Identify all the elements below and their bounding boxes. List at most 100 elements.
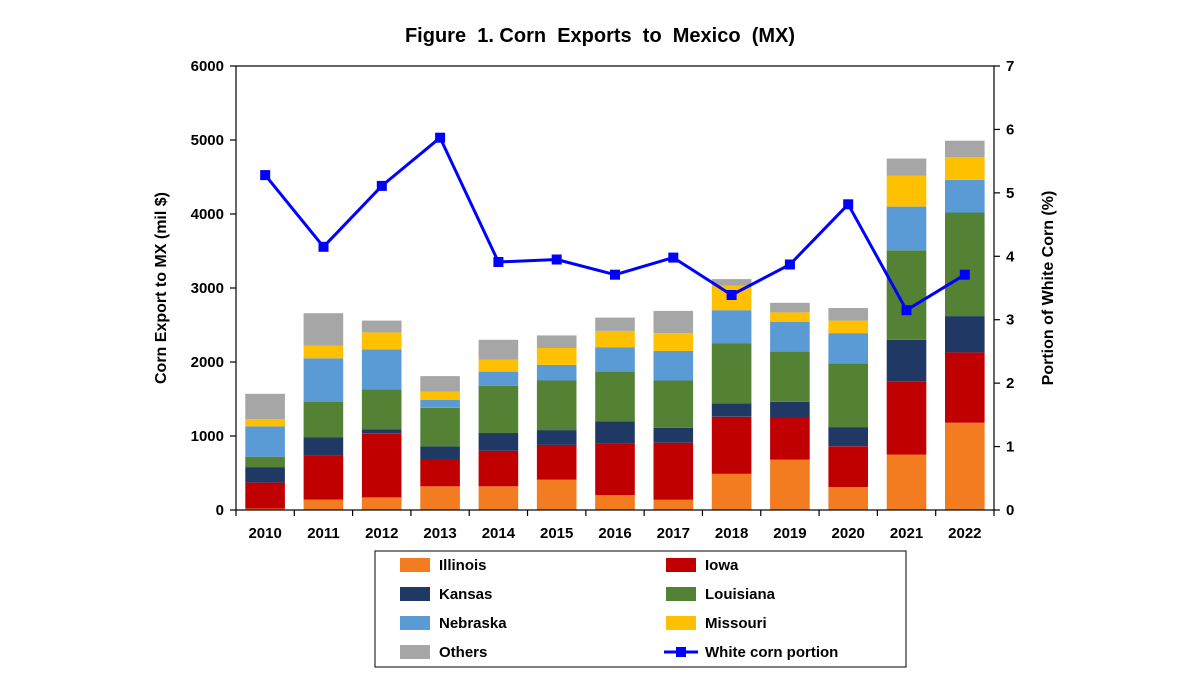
bar-nebraska-2017 — [653, 350, 694, 381]
legend-label-kansas: Kansas — [439, 586, 492, 603]
y-tick-label-5000: 5000 — [191, 132, 224, 149]
bar-others-2010 — [245, 393, 285, 419]
bar-missouri-2010 — [245, 419, 285, 427]
bar-missouri-2019 — [770, 312, 810, 322]
bar-kansas-2014 — [478, 433, 519, 451]
legend-label-iowa: Iowa — [705, 557, 739, 574]
legend-swatch-missouri — [666, 616, 696, 630]
x-tick-label-2019: 2019 — [773, 525, 806, 542]
bar-nebraska-2011 — [303, 358, 344, 402]
bar-missouri-2011 — [303, 345, 344, 359]
bar-kansas-2011 — [303, 437, 344, 456]
bar-illinois-2021 — [886, 454, 927, 510]
bar-iowa-2021 — [886, 381, 927, 455]
white-corn-portion-line — [264, 136, 966, 312]
bar-louisiana-2010 — [245, 456, 285, 468]
white-corn-marker-2015 — [551, 254, 562, 265]
bar-iowa-2014 — [478, 450, 519, 487]
x-tick-label-2022: 2022 — [948, 525, 981, 542]
white-corn-marker-2011 — [318, 241, 329, 252]
y2-tick-label-5: 5 — [1006, 185, 1014, 202]
bar-iowa-2017 — [653, 442, 694, 500]
bar-missouri-2022 — [945, 157, 985, 180]
white-corn-marker-2022 — [959, 269, 970, 280]
bar-kansas-2016 — [595, 421, 635, 444]
bar-kansas-2017 — [653, 427, 694, 443]
bar-iowa-2020 — [828, 446, 868, 488]
bar-others-2018 — [711, 279, 752, 286]
bar-missouri-2012 — [361, 332, 402, 350]
white-corn-marker-2018 — [726, 290, 737, 300]
bar-kansas-2015 — [536, 430, 577, 445]
legend-box — [374, 550, 907, 668]
bar-illinois-2010 — [245, 508, 285, 510]
white-corn-marker-2020 — [843, 199, 854, 210]
bar-kansas-2020 — [828, 427, 868, 447]
bar-kansas-2013 — [420, 446, 460, 459]
legend-label-others: Others — [439, 644, 487, 661]
y2-tick-label-2: 2 — [1006, 375, 1014, 392]
y-tick-label-2000: 2000 — [191, 354, 224, 371]
bar-nebraska-2013 — [420, 399, 460, 408]
x-tick-label-2012: 2012 — [365, 525, 398, 542]
y-tick-label-3000: 3000 — [191, 280, 224, 297]
x-tick-label-2021: 2021 — [890, 525, 923, 542]
bar-others-2014 — [478, 339, 519, 360]
bar-louisiana-2019 — [770, 351, 810, 402]
y-axis-label: Corn Export to MX (mil $) — [153, 192, 170, 384]
x-tick-label-2018: 2018 — [715, 525, 748, 542]
white-corn-marker-2012 — [376, 180, 387, 191]
bar-missouri-2017 — [653, 333, 694, 351]
legend-swatch-louisiana — [666, 587, 696, 601]
bar-illinois-2015 — [536, 479, 577, 510]
bar-louisiana-2012 — [361, 389, 402, 430]
legend-swatch-illinois — [400, 558, 430, 572]
bar-illinois-2013 — [420, 486, 460, 510]
bar-nebraska-2014 — [478, 371, 519, 386]
white-corn-marker-2014 — [493, 257, 504, 267]
bar-others-2013 — [420, 376, 460, 392]
bar-nebraska-2022 — [945, 180, 985, 213]
x-tick-label-2014: 2014 — [482, 525, 516, 542]
bar-illinois-2019 — [770, 459, 810, 510]
bar-kansas-2018 — [711, 403, 752, 417]
bar-nebraska-2018 — [711, 310, 752, 344]
bar-others-2021 — [886, 158, 927, 176]
y2-tick-label-7: 7 — [1006, 58, 1014, 75]
bar-louisiana-2017 — [653, 380, 694, 428]
bar-illinois-2018 — [711, 473, 752, 510]
bar-nebraska-2010 — [245, 426, 285, 457]
legend-swatch-others — [400, 645, 430, 659]
bar-kansas-2022 — [945, 316, 985, 353]
legend-label-nebraska: Nebraska — [439, 615, 507, 632]
bar-iowa-2019 — [770, 417, 810, 460]
bar-iowa-2022 — [945, 352, 985, 423]
bar-iowa-2010 — [245, 482, 285, 509]
bar-others-2011 — [303, 313, 344, 346]
bar-others-2012 — [361, 320, 402, 333]
bar-louisiana-2011 — [303, 402, 344, 438]
y-tick-label-4000: 4000 — [191, 206, 224, 223]
bar-illinois-2016 — [595, 495, 635, 510]
y2-tick-label-6: 6 — [1006, 121, 1014, 138]
bar-louisiana-2014 — [478, 385, 519, 434]
bar-illinois-2014 — [478, 486, 519, 510]
x-tick-label-2013: 2013 — [423, 525, 456, 542]
y2-axis-label: Portion of White Corn (%) — [1040, 191, 1057, 386]
bar-missouri-2020 — [828, 320, 868, 334]
bar-illinois-2012 — [361, 497, 402, 510]
legend-swatch-nebraska — [400, 616, 430, 630]
bar-louisiana-2013 — [420, 407, 460, 447]
bar-illinois-2017 — [653, 499, 694, 510]
bar-nebraska-2015 — [536, 365, 577, 381]
bar-missouri-2021 — [886, 175, 927, 207]
x-tick-label-2010: 2010 — [248, 525, 281, 542]
y-tick-label-6000: 6000 — [191, 58, 224, 75]
bar-louisiana-2020 — [828, 363, 868, 428]
y-tick-label-0: 0 — [216, 502, 224, 519]
bar-nebraska-2020 — [828, 333, 868, 364]
chart-title: Figure 1. Corn Exports to Mexico (MX) — [405, 25, 795, 47]
bar-iowa-2016 — [595, 443, 635, 496]
legend-label-missouri: Missouri — [705, 615, 767, 632]
